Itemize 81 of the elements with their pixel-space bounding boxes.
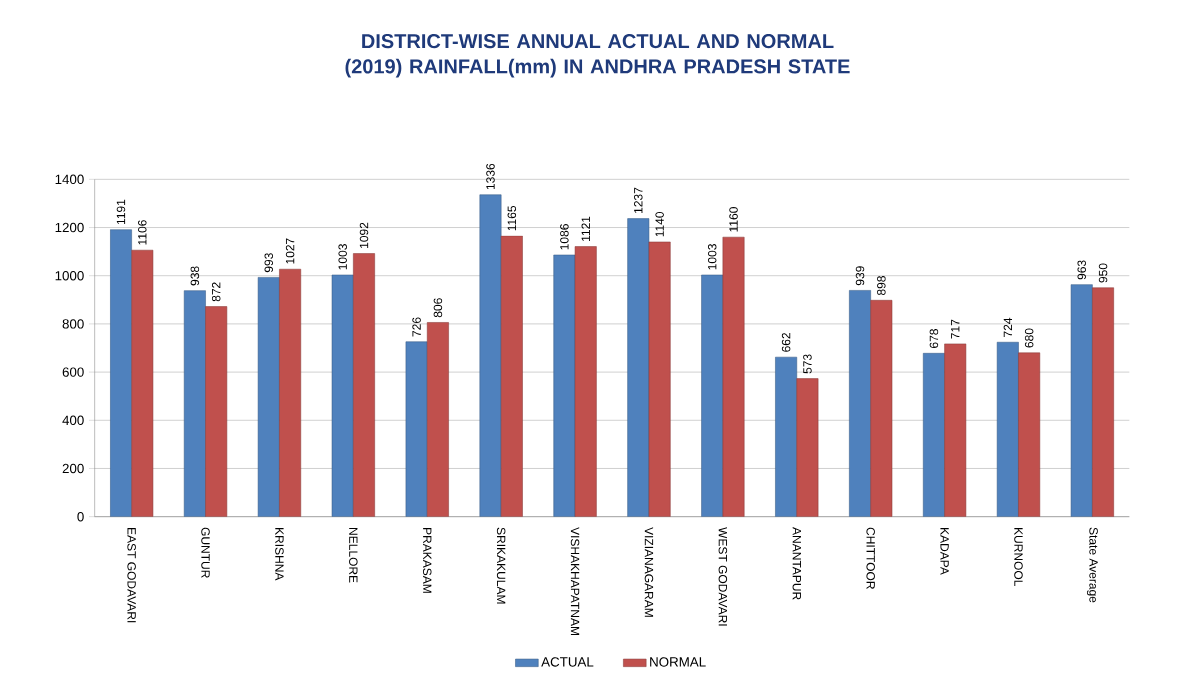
x-tick-label: NELLORE: [349, 528, 358, 583]
bar: [648, 241, 671, 517]
bar: [574, 246, 597, 517]
data-label: 1027: [285, 238, 295, 264]
bar: [796, 378, 819, 517]
bar: [1092, 287, 1114, 517]
data-label: 717: [951, 319, 960, 339]
x-tick-label: KURNOOL: [1014, 528, 1023, 587]
bar: [849, 290, 871, 517]
x-tick-label: ANANTAPUR: [792, 527, 801, 600]
bar: [110, 229, 132, 517]
x-tick-label: KADAPA: [940, 528, 949, 575]
x-tick-label: KRISHNA: [275, 528, 284, 581]
data-label: 806: [433, 298, 443, 318]
data-label: 573: [803, 354, 812, 374]
data-label: 898: [877, 276, 886, 296]
x-tick-label: CHITTOOR: [866, 527, 875, 589]
data-label: 1003: [707, 244, 717, 270]
data-label: 1165: [507, 205, 517, 231]
data-label: 963: [1077, 260, 1086, 280]
y-tick-label: 400: [62, 415, 84, 425]
data-label: 950: [1098, 263, 1108, 283]
bar: [775, 356, 798, 517]
chart-title: DISTRICT-WISE ANNUAL ACTUAL AND NORMAL (2019) RAINFALL(mm) IN ANDHRA PRADESH STATE: [345, 34, 850, 78]
x-tick-label: WEST GODAVARI: [718, 527, 728, 626]
data-label: 680: [1024, 328, 1034, 348]
x-tick-label: VISHAKHAPATNAM: [570, 527, 580, 635]
bar: [183, 290, 206, 517]
data-label: 724: [1003, 317, 1013, 337]
data-label: 872: [211, 282, 221, 302]
data-label: 662: [781, 333, 791, 352]
data-label: 1086: [560, 224, 569, 250]
bar: [257, 277, 280, 517]
bar: [205, 306, 228, 517]
y-tick-label: 600: [62, 367, 84, 377]
legend-label: NORMAL: [650, 657, 706, 667]
bar: [553, 254, 576, 517]
bar: [922, 353, 945, 517]
data-label: 1121: [581, 216, 590, 241]
data-label: 1092: [359, 222, 369, 248]
bar: [331, 274, 354, 517]
bar: [870, 300, 893, 517]
y-tick-label: 200: [62, 463, 84, 474]
data-label: 1237: [634, 187, 643, 213]
data-label: 1336: [486, 163, 495, 190]
bar: [279, 268, 302, 517]
bar: [627, 218, 650, 517]
data-label: 1003: [338, 244, 347, 270]
x-tick-label: SRIKAKULAM: [496, 527, 506, 604]
data-label: 1106: [138, 220, 147, 245]
data-label: 1191: [116, 199, 126, 225]
legend-label: ACTUAL: [541, 657, 594, 667]
bar: [722, 236, 745, 517]
y-tick-label: 1200: [55, 222, 84, 233]
bar: [1070, 284, 1093, 517]
bar: [131, 249, 154, 517]
bar: [500, 235, 523, 517]
y-tick-label: 1400: [55, 174, 84, 185]
y-tick-label: 800: [62, 319, 84, 329]
data-label: 678: [929, 329, 939, 348]
bar: [996, 341, 1019, 517]
x-tick-label: EAST GODAVARI: [127, 528, 136, 623]
data-label: 726: [412, 317, 421, 337]
x-tick-label: GUNTUR: [201, 527, 210, 578]
x-tick-label: VIZIANAGARAM: [644, 527, 654, 617]
bar: [1018, 352, 1041, 517]
x-tick-label: State Average: [1086, 527, 1098, 603]
data-label: 1160: [729, 207, 738, 232]
bar: [944, 343, 967, 517]
bar: [353, 253, 375, 517]
bar: [479, 194, 502, 517]
x-tick-label: PRAKASAM: [422, 528, 432, 593]
data-label: 939: [855, 266, 865, 286]
y-tick-label: 0: [77, 511, 84, 522]
y-tick-label: 1000: [55, 271, 84, 281]
data-label: 993: [264, 253, 274, 273]
bar: [405, 341, 428, 517]
bar: [426, 322, 449, 517]
data-label: 1140: [655, 211, 664, 237]
bar: [701, 274, 724, 517]
data-label: 938: [190, 266, 200, 286]
